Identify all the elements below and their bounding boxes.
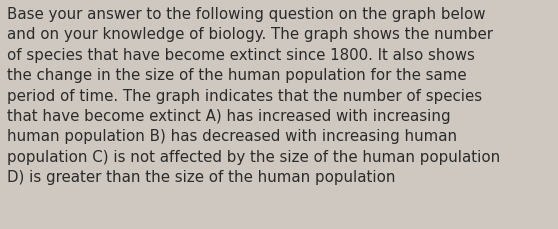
Text: Base your answer to the following question on the graph below
and on your knowle: Base your answer to the following questi…: [7, 7, 501, 184]
